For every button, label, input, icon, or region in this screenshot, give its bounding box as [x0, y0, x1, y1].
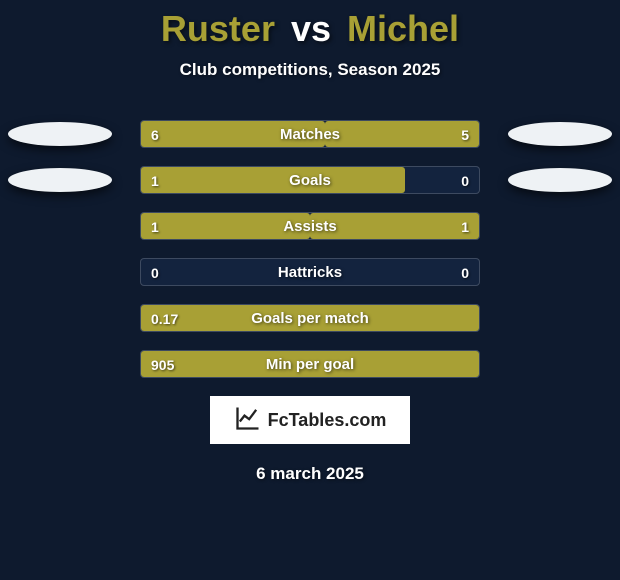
stat-value-left: 0: [141, 259, 169, 287]
stat-row: 11Assists: [0, 212, 620, 240]
date-text: 6 march 2025: [0, 464, 620, 484]
stat-value-right: 5: [451, 121, 479, 149]
stats-chart: 65Matches10Goals11Assists00Hattricks0.17…: [0, 120, 620, 378]
stat-value-right: 1: [451, 213, 479, 241]
stat-bar-track: 10Goals: [140, 166, 480, 194]
stat-value-right: 0: [451, 167, 479, 195]
stat-row: 905Min per goal: [0, 350, 620, 378]
stat-value-left: 6: [141, 121, 169, 149]
stat-value-right: [459, 305, 479, 333]
title-player2: Michel: [347, 8, 459, 49]
branding-badge: FcTables.com: [210, 396, 410, 444]
page-title: Ruster vs Michel: [0, 0, 620, 50]
avatar-player1: [8, 122, 112, 146]
stat-bar-track: 0 0Hattricks: [140, 258, 480, 286]
stat-bar-track: 65Matches: [140, 120, 480, 148]
stat-bar-left: [141, 305, 479, 331]
stat-bar-left: [141, 167, 405, 193]
title-vs: vs: [291, 8, 331, 49]
stat-value-left: 0.17: [141, 305, 188, 333]
title-player1: Ruster: [161, 8, 275, 49]
stat-value-right: 0: [451, 259, 479, 287]
avatar-player1: [8, 168, 112, 192]
chart-icon: [234, 404, 262, 437]
stat-row: 0 0Hattricks: [0, 258, 620, 286]
branding-text: FcTables.com: [268, 410, 387, 431]
stat-bar-track: 0.17Goals per match: [140, 304, 480, 332]
stat-value-left: 1: [141, 167, 169, 195]
stat-value-right: [459, 351, 479, 379]
stat-value-left: 905: [141, 351, 184, 379]
stat-bar-track: 11Assists: [140, 212, 480, 240]
stat-label: Hattricks: [141, 259, 479, 287]
avatar-player2: [508, 168, 612, 192]
stat-row: 0.17Goals per match: [0, 304, 620, 332]
stat-row: 10Goals: [0, 166, 620, 194]
subtitle: Club competitions, Season 2025: [0, 60, 620, 80]
stat-bar-track: 905Min per goal: [140, 350, 480, 378]
avatar-player2: [508, 122, 612, 146]
stat-row: 65Matches: [0, 120, 620, 148]
stat-value-left: 1: [141, 213, 169, 241]
stat-bar-left: [141, 351, 479, 377]
